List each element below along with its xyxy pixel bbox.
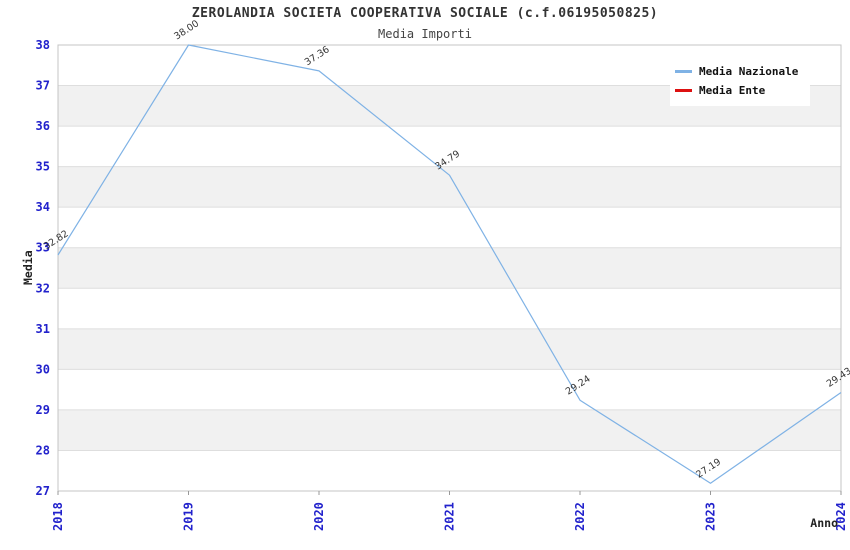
x-tick-label: 2024	[834, 502, 848, 531]
series-line-media-nazionale	[57, 44, 842, 484]
y-tick-label: 32	[36, 281, 50, 295]
y-tick-label: 35	[36, 160, 50, 174]
value-label: 37.36	[303, 44, 332, 68]
y-axis-title: Media	[21, 250, 35, 285]
y-tick-label: 34	[36, 200, 50, 214]
y-tick-label: 38	[36, 38, 50, 52]
y-tick-label: 28	[36, 443, 50, 457]
legend-line-swatch-blue	[675, 70, 692, 73]
x-tick-label: 2023	[704, 502, 718, 531]
y-tick-label: 29	[36, 403, 50, 417]
y-tick-label: 27	[36, 484, 50, 498]
legend-label-media-nazionale: Media Nazionale	[699, 65, 799, 78]
plot-stripe	[58, 166, 841, 208]
chart-title: ZEROLANDIA SOCIETA COOPERATIVA SOCIALE (…	[191, 6, 659, 21]
value-label: 29.24	[564, 373, 593, 397]
plot-stripe	[58, 328, 841, 370]
plot-stripe	[58, 247, 841, 289]
legend-item-media-nazionale: Media Nazionale	[675, 62, 810, 81]
x-tick-label: 2020	[312, 502, 326, 531]
y-tick-label: 33	[36, 241, 50, 255]
chart-subtitle: Media Importi	[378, 27, 472, 41]
x-axis-title: Anno	[810, 516, 838, 530]
legend-label-media-ente: Media Ente	[699, 84, 766, 97]
y-tick-label: 30	[36, 362, 50, 376]
plot-stripe	[58, 409, 841, 451]
chart-legend: Media Nazionale Media Ente	[670, 57, 810, 106]
legend-item-media-ente: Media Ente	[675, 81, 810, 100]
x-tick-label: 2021	[443, 502, 457, 531]
y-tick-label: 37	[36, 79, 50, 93]
x-tick-label: 2022	[573, 502, 587, 531]
x-tick-label: 2019	[182, 502, 196, 531]
y-tick-label: 36	[36, 119, 50, 133]
legend-line-swatch-red	[675, 89, 692, 92]
value-label: 38.00	[172, 18, 201, 42]
y-tick-label: 31	[36, 322, 50, 336]
x-tick-label: 2018	[51, 502, 65, 531]
